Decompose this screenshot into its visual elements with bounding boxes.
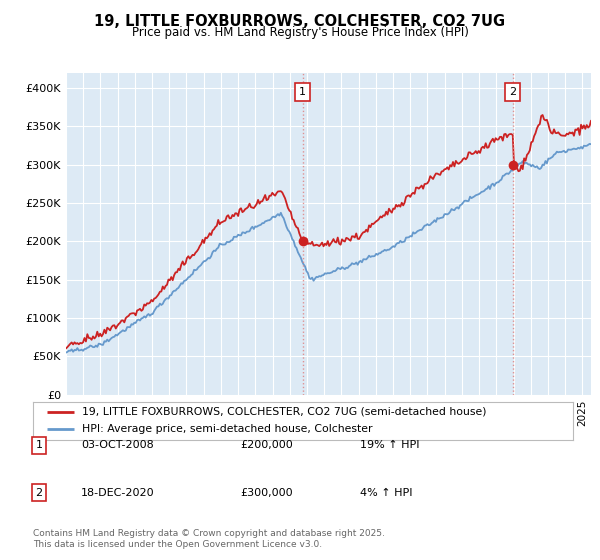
Text: 18-DEC-2020: 18-DEC-2020 [81,488,155,498]
Text: 2: 2 [35,488,43,498]
Text: 03-OCT-2008: 03-OCT-2008 [81,440,154,450]
Text: 19% ↑ HPI: 19% ↑ HPI [360,440,419,450]
Text: 2: 2 [509,87,517,97]
Text: Contains HM Land Registry data © Crown copyright and database right 2025.
This d: Contains HM Land Registry data © Crown c… [33,529,385,549]
Text: 19, LITTLE FOXBURROWS, COLCHESTER, CO2 7UG: 19, LITTLE FOXBURROWS, COLCHESTER, CO2 7… [94,14,506,29]
Text: £300,000: £300,000 [240,488,293,498]
Text: 19, LITTLE FOXBURROWS, COLCHESTER, CO2 7UG (semi-detached house): 19, LITTLE FOXBURROWS, COLCHESTER, CO2 7… [82,407,486,417]
Text: 4% ↑ HPI: 4% ↑ HPI [360,488,413,498]
Text: 1: 1 [35,440,43,450]
Text: 1: 1 [299,87,306,97]
Text: Price paid vs. HM Land Registry's House Price Index (HPI): Price paid vs. HM Land Registry's House … [131,26,469,39]
Text: £200,000: £200,000 [240,440,293,450]
Text: HPI: Average price, semi-detached house, Colchester: HPI: Average price, semi-detached house,… [82,424,372,435]
